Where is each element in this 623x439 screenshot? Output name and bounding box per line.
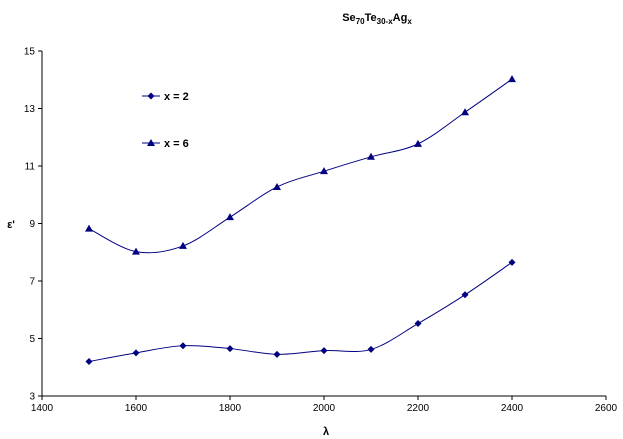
axes: 3 5 7 9 11 13 15 1400 1600 1800 2000 2200 2400 2600 — [24, 47, 618, 415]
series-1 — [85, 258, 516, 365]
data-point — [320, 167, 328, 175]
x-tick-label: 2600 — [595, 403, 618, 414]
x-axis-label: λ — [323, 426, 329, 438]
y-axis-label: ε' — [7, 219, 15, 231]
data-point — [132, 247, 140, 255]
legend-marker — [147, 92, 155, 100]
data-point — [226, 345, 234, 353]
y-tick-label: 9 — [29, 219, 35, 230]
data-point — [179, 342, 187, 350]
title-sub-x: x — [407, 17, 412, 26]
data-point — [85, 224, 93, 232]
data-point — [414, 139, 422, 147]
legend-item-2: x = 6 — [142, 138, 189, 150]
title-sub-30x: 30-x — [377, 17, 394, 26]
series-2 — [85, 75, 516, 255]
x-tick-label: 1800 — [219, 403, 242, 414]
series-line — [88, 78, 513, 254]
y-tick-label: 11 — [25, 162, 36, 173]
data-point — [461, 108, 469, 116]
data-point — [273, 350, 281, 358]
title-se: Se — [342, 12, 355, 24]
y-tick-label: 5 — [29, 334, 35, 345]
x-tick-label: 2200 — [407, 403, 430, 414]
series-line — [88, 261, 513, 362]
data-point — [508, 75, 516, 83]
y-tick-label: 13 — [24, 104, 36, 115]
data-point — [179, 241, 187, 249]
title-te: Te — [365, 12, 377, 24]
chart-title: Se70Te30-xAgx — [342, 12, 412, 26]
data-point — [226, 213, 234, 221]
legend-marker — [147, 139, 155, 146]
data-point — [320, 347, 328, 355]
title-ag: Ag — [393, 12, 408, 24]
data-point — [461, 291, 469, 299]
legend: x = 2 x = 6 — [142, 91, 189, 150]
x-tick-label: 1600 — [125, 403, 148, 414]
legend-item-1: x = 2 — [142, 91, 189, 103]
data-point — [508, 258, 516, 266]
data-point — [273, 182, 281, 190]
data-point — [414, 320, 422, 328]
x-tick-label: 2400 — [501, 403, 524, 414]
data-point — [132, 349, 140, 357]
legend-label: x = 6 — [164, 138, 189, 150]
series-layer — [85, 75, 516, 365]
x-tick-label: 2000 — [313, 403, 336, 414]
title-sub-70: 70 — [356, 17, 365, 26]
y-tick-label: 15 — [24, 47, 36, 58]
y-tick-label: 7 — [29, 277, 35, 288]
data-point — [367, 345, 375, 353]
data-point — [85, 358, 93, 365]
legend-label: x = 2 — [164, 91, 189, 103]
y-tick-label: 3 — [29, 392, 35, 403]
x-tick-label: 1400 — [31, 403, 54, 414]
data-point — [367, 152, 375, 160]
